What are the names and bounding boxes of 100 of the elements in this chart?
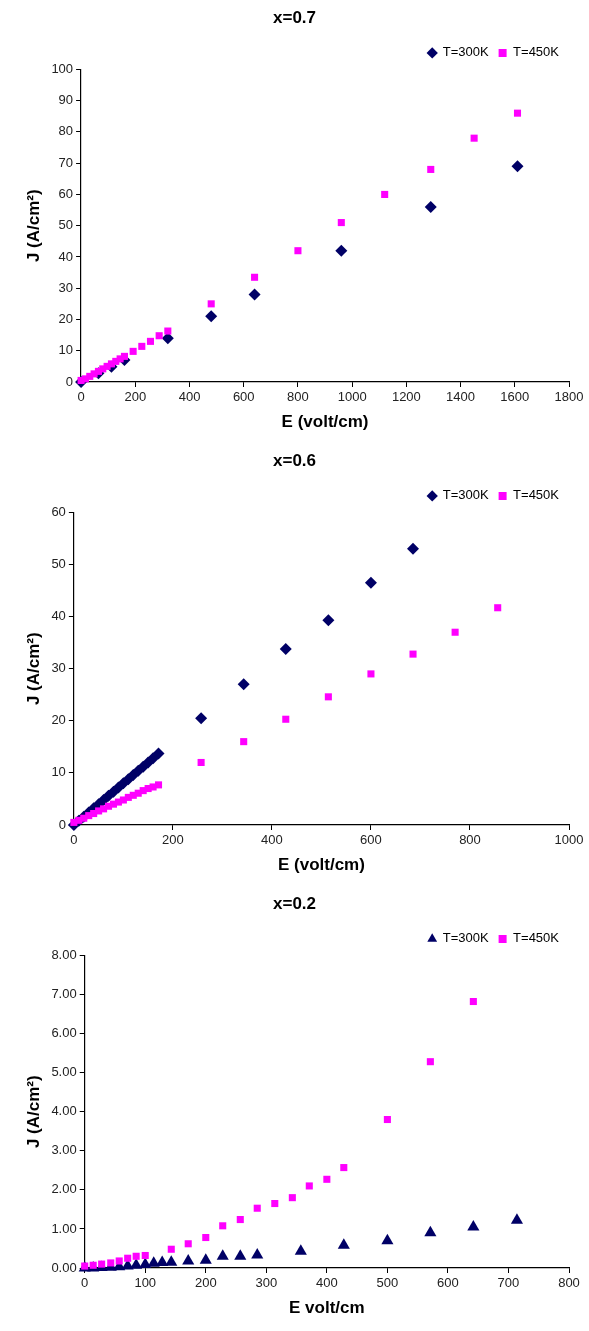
point [467, 1219, 480, 1231]
point [197, 758, 205, 767]
point [132, 1252, 140, 1260]
x-tick-label: 800 [287, 389, 309, 405]
point [234, 1249, 247, 1260]
x-tick-label: 600 [232, 389, 255, 405]
x-tick-label: 400 [316, 1275, 338, 1291]
x-tick-label: 800 [459, 832, 481, 848]
y-tick-label: 40 [58, 248, 74, 264]
point [469, 997, 477, 1006]
legend-label: T=300K [442, 44, 489, 60]
point [424, 1225, 437, 1237]
y-tick-label: 0 [65, 373, 74, 389]
x-tick-label: 700 [497, 1275, 520, 1291]
x-tick-label: 600 [360, 832, 382, 848]
point [294, 1244, 307, 1255]
x-tick-label: 100 [134, 1275, 157, 1291]
x-axis-title: E (volt/cm) [277, 855, 365, 875]
legend-label: T=300K [442, 487, 489, 503]
y-tick-label: 2.00 [51, 1181, 77, 1197]
y-tick-label: 3.00 [51, 1142, 77, 1158]
chart-title: x=0.7 [272, 7, 317, 27]
y-tick-label: 60 [51, 503, 66, 519]
point [138, 342, 146, 350]
point [337, 1238, 350, 1249]
point [451, 628, 459, 636]
point [367, 670, 375, 678]
point [381, 190, 389, 198]
point [305, 1182, 313, 1190]
chart-title: x=0.2 [272, 893, 317, 913]
point [216, 1249, 229, 1260]
point [253, 1204, 261, 1212]
point [513, 109, 522, 117]
legend-label: T=450K [513, 44, 560, 60]
y-tick-label: 70 [58, 154, 74, 170]
x-tick-label: 400 [261, 832, 283, 848]
y-tick-label: 10 [51, 764, 66, 780]
y-axis-title: J (A/cm²) [23, 189, 43, 263]
x-tick-label: 400 [178, 389, 201, 405]
point [407, 542, 420, 555]
x-axis-title: E (volt/cm) [281, 412, 369, 432]
x-tick-label: 0 [81, 1275, 89, 1291]
y-tick-label: 90 [58, 92, 74, 108]
point [237, 678, 250, 691]
point [494, 604, 502, 612]
y-tick-label: 4.00 [51, 1103, 77, 1119]
y-tick-label: 20 [51, 712, 66, 728]
y-tick-label: 40 [51, 608, 66, 624]
point [130, 1258, 143, 1269]
x-tick-label: 1600 [500, 389, 530, 405]
point [167, 1245, 175, 1253]
y-tick-label: 30 [58, 279, 74, 295]
y-tick-label: 20 [58, 311, 74, 327]
y-tick-label: 0.00 [51, 1259, 77, 1275]
point [184, 1240, 192, 1248]
point [282, 715, 290, 723]
point [288, 1194, 296, 1202]
point [240, 738, 248, 746]
point [426, 1058, 434, 1066]
point [251, 1248, 264, 1259]
point [271, 1199, 279, 1208]
x-tick-label: 1200 [391, 389, 421, 405]
point [409, 650, 417, 658]
point [164, 327, 172, 335]
point [129, 347, 137, 355]
point [154, 781, 163, 789]
point [383, 1115, 391, 1124]
x-tick-label: 1000 [554, 832, 584, 848]
y-tick-label: 10 [58, 342, 74, 358]
x-tick-label: 600 [437, 1275, 459, 1291]
x-tick-label: 1800 [554, 389, 584, 405]
point [427, 165, 435, 173]
y-tick-label: 50 [58, 217, 74, 233]
legend-label: T=450K [513, 930, 560, 946]
point [279, 642, 292, 655]
legend-label: T=300K [442, 930, 489, 946]
y-tick-label: 7.00 [51, 986, 77, 1002]
point [424, 200, 437, 213]
point [98, 1260, 106, 1268]
x-tick-label: 500 [376, 1275, 399, 1291]
point [195, 712, 208, 725]
point [248, 288, 261, 301]
legend-label: T=450K [513, 487, 560, 503]
point [323, 1175, 331, 1183]
point [381, 1233, 394, 1245]
point [141, 1251, 149, 1260]
point [120, 352, 128, 360]
point [199, 1253, 212, 1264]
point [182, 1253, 195, 1265]
x-tick-label: 200 [194, 1275, 217, 1291]
x-tick-label: 200 [162, 832, 184, 848]
point [324, 693, 332, 701]
y-tick-label: 50 [51, 556, 66, 572]
point [510, 1213, 523, 1224]
y-tick-label: 5.00 [51, 1064, 77, 1080]
chart-title: x=0.6 [272, 450, 317, 470]
point [107, 1259, 115, 1267]
point [205, 310, 218, 323]
point [124, 1254, 132, 1262]
point [337, 219, 345, 227]
